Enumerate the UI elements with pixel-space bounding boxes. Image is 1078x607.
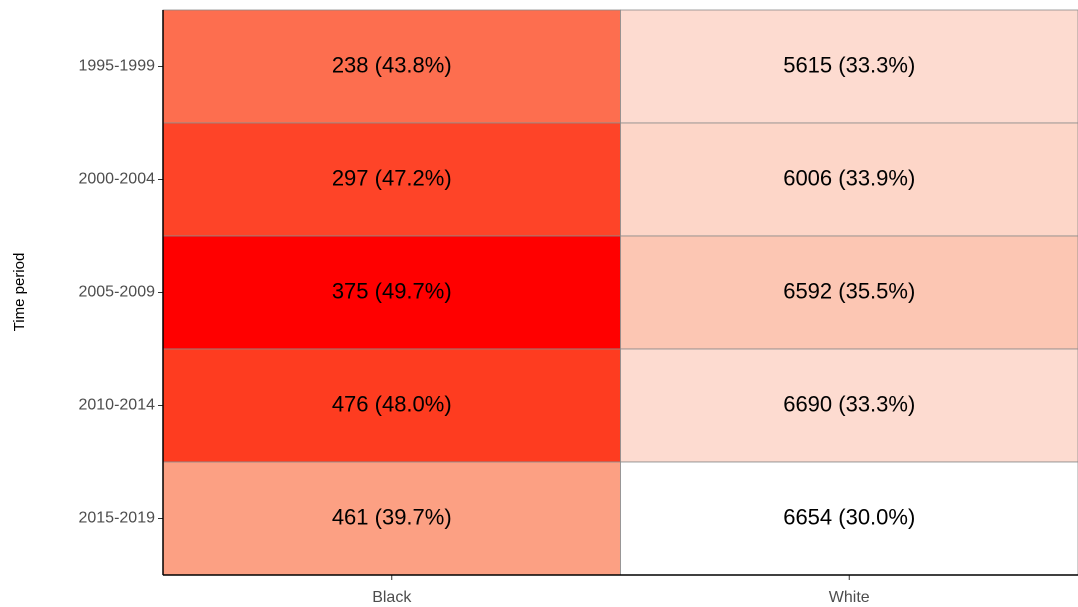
cell-label: 476 (48.0%): [332, 391, 452, 416]
cell-label: 6006 (33.9%): [783, 165, 915, 190]
cell-label: 5615 (33.3%): [783, 52, 915, 77]
cell-label: 375 (49.7%): [332, 278, 452, 303]
heat-cell: [620, 461, 1078, 576]
y-tick-label: 1995-1999: [78, 58, 155, 75]
x-tick-label: White: [829, 589, 870, 606]
heat-cell: [620, 122, 1078, 237]
cell-label: 238 (43.8%): [332, 52, 452, 77]
cell-label: 6654 (30.0%): [783, 504, 915, 529]
cell-label: 297 (47.2%): [332, 165, 452, 190]
y-tick-label: 2015-2019: [78, 510, 155, 527]
heat-cell: [162, 9, 621, 124]
y-tick-label: 2010-2014: [78, 397, 155, 414]
heat-cell: [620, 9, 1078, 124]
heat-cell: [162, 461, 621, 576]
heat-cell: [620, 348, 1078, 463]
y-tick-label: 2000-2004: [78, 171, 155, 188]
cell-label: 6592 (35.5%): [783, 278, 915, 303]
y-axis-label: Time period: [11, 253, 28, 332]
cell-label: 461 (39.7%): [332, 504, 452, 529]
heat-cell: [620, 235, 1078, 350]
cell-label: 6690 (33.3%): [783, 391, 915, 416]
heat-cell: [162, 348, 621, 463]
x-tick-label: Black: [372, 589, 412, 606]
y-tick-label: 2005-2009: [78, 284, 155, 301]
